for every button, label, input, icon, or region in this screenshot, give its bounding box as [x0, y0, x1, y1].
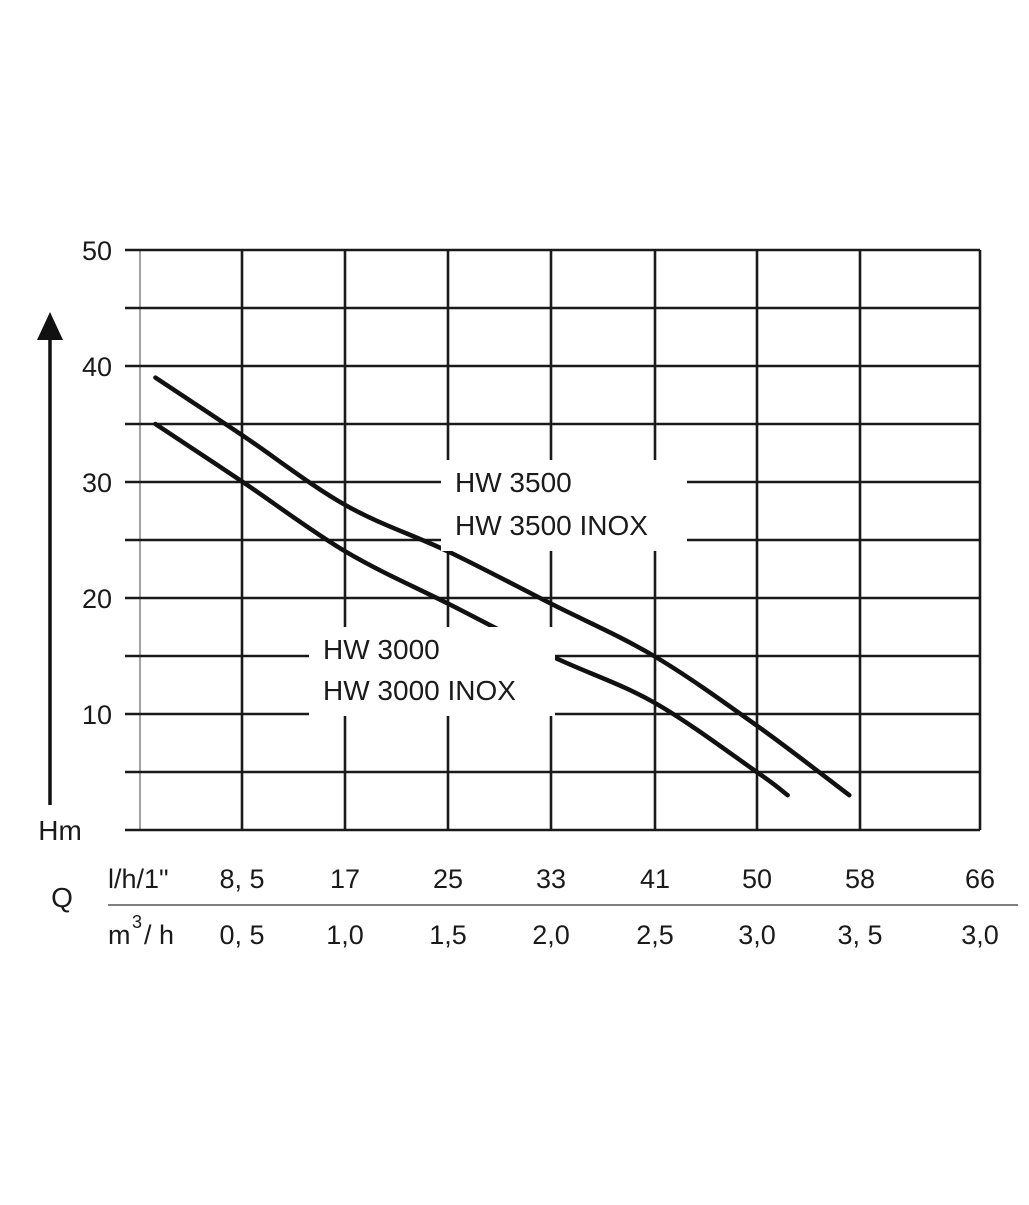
x-tick-m3: 0, 5: [219, 920, 264, 950]
x-tick-lh: 58: [845, 864, 875, 894]
x-tick-lh: 25: [433, 864, 463, 894]
x-tick-lh: 8, 5: [219, 864, 264, 894]
y-axis-label: Hm: [38, 815, 82, 846]
series-line-hw3000: [153, 421, 790, 798]
x-unit-m3-prefix: m: [108, 920, 131, 950]
y-tick-label: 30: [82, 468, 112, 498]
y-tick-label: 10: [82, 700, 112, 730]
series-name: HW 3000: [323, 634, 440, 665]
x-tick-m3: 2,5: [636, 920, 674, 950]
labels: 50 40 30 20 10 Hm Ql/h/1" 8, 5 17 25 33 41 50 58 66 m 3/…: [38, 236, 999, 950]
x-tick-lh: 17: [330, 864, 360, 894]
series-name-inox: HW 3000 INOX: [323, 675, 516, 706]
x-tick-m3: 3,0: [738, 920, 776, 950]
y-tick-label: 40: [82, 352, 112, 382]
series-line-hw3500: [153, 375, 852, 798]
x-tick-m3: 1,0: [326, 920, 364, 950]
y-axis-arrow-head: [37, 312, 63, 340]
curves: [153, 375, 852, 798]
series-label-bg: [309, 627, 555, 716]
x-tick-m3: 2,0: [532, 920, 570, 950]
x-tick-lh: 50: [742, 864, 772, 894]
series-name: HW 3500: [455, 467, 572, 498]
y-tick-label: 50: [82, 236, 112, 266]
x-tick-m3: 1,5: [429, 920, 467, 950]
x-tick-lh: 66: [965, 864, 995, 894]
x-axis-title: Q: [51, 882, 73, 913]
x-unit-m3-sup: 3: [132, 912, 142, 932]
x-tick-lh: 33: [536, 864, 566, 894]
x-unit-m3-suffix: / h: [144, 920, 174, 950]
series-name-inox: HW 3500 INOX: [455, 510, 648, 541]
x-tick-lh: 41: [640, 864, 670, 894]
y-tick-label: 20: [82, 584, 112, 614]
x-unit-lh: l/h/1": [108, 864, 169, 894]
x-tick-m3: 3,0: [961, 920, 999, 950]
x-tick-m3: 3, 5: [837, 920, 882, 950]
series-label-bg: [441, 460, 687, 551]
grid: [37, 248, 1018, 906]
